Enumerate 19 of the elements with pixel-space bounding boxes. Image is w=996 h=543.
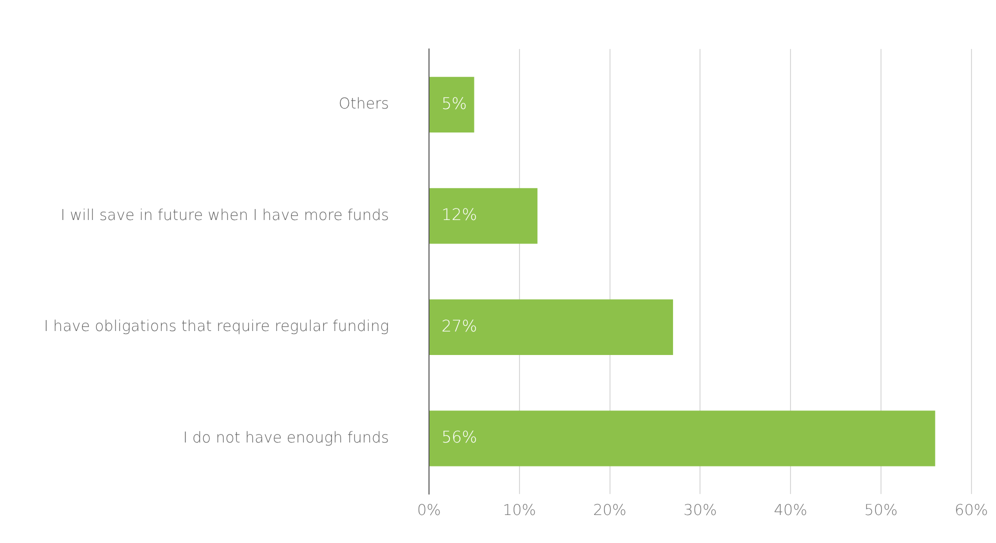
bar	[429, 76, 474, 132]
data-label: 12%	[441, 205, 478, 224]
x-tick-label: 30%	[683, 500, 717, 519]
y-tick-label: I have obligations that require regular funding	[44, 317, 389, 336]
x-tick-label: 20%	[593, 500, 626, 519]
bar	[429, 299, 674, 355]
y-tick-label: Others	[338, 94, 389, 113]
x-tick-label: 40%	[774, 500, 808, 519]
data-label: 56%	[441, 428, 478, 447]
bar	[429, 188, 538, 244]
x-tick-label: 60%	[954, 500, 988, 519]
y-tick-label: I do not have enough funds	[183, 428, 389, 446]
y-tick-label: I will save in future when I have more funds	[60, 206, 389, 224]
x-tick-label: 50%	[864, 500, 898, 519]
data-label: 27%	[441, 316, 478, 336]
x-tick-label: 0%	[417, 500, 441, 519]
x-tick-label: 10%	[502, 500, 536, 519]
data-label: 5%	[441, 94, 467, 113]
bar	[429, 410, 936, 466]
